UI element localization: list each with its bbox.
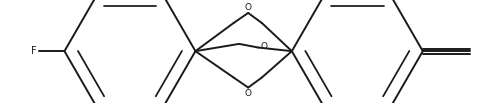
Text: O: O [244,89,252,98]
Text: F: F [30,46,36,56]
Text: O: O [244,3,252,12]
Text: O: O [261,42,268,51]
